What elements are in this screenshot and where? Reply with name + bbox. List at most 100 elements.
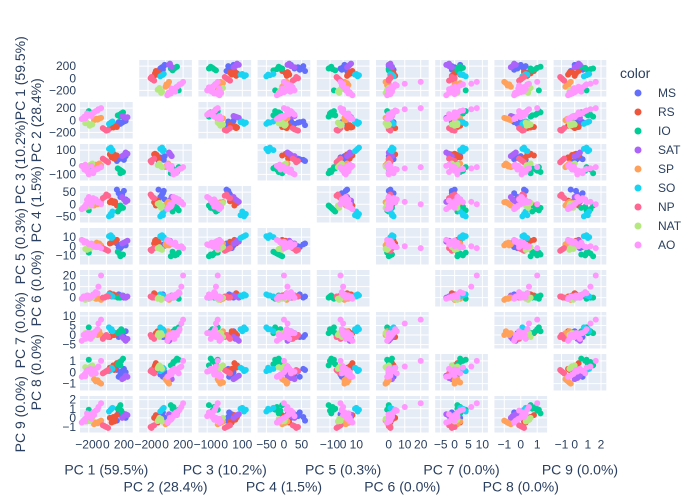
point-AO [385,373,392,380]
legend-item-ms[interactable]: MS [634,86,677,100]
legend[interactable]: color MS RS IO SAT SP SO NP NAT AO [620,65,682,252]
y-tick-label: 0 [69,197,76,211]
point-NAT [337,418,344,425]
point-IO [117,253,124,260]
point-NP [221,424,228,431]
point-SP [505,239,512,246]
point-NP [387,424,394,431]
point-SAT [119,414,126,421]
y-tick-label: −5 [62,338,76,352]
legend-item-so[interactable]: SO [634,181,676,195]
point-AO [454,367,461,374]
point-AO [468,283,475,290]
point-AO [84,367,91,374]
point-IO [332,67,339,74]
point-SO [519,145,526,152]
point-SO [524,235,531,242]
point-RS [279,152,286,159]
point-AO [388,168,395,175]
cell-5-3 [198,228,252,265]
point-AO [208,410,215,417]
point-AO [417,201,424,208]
point-AO [459,244,466,251]
point-AO [338,406,345,413]
legend-item-sat[interactable]: SAT [634,143,682,157]
point-AO [417,78,424,85]
point-MS [338,66,345,73]
point-IO [279,253,286,260]
point-NAT [154,200,161,207]
x-tick-label: 10 [476,438,490,452]
point-IO [212,67,219,74]
point-NAT [451,122,458,129]
legend-item-nat[interactable]: NAT [634,219,682,233]
point-SO [352,405,359,412]
point-NP [448,192,455,199]
cell-7-2 [139,312,192,349]
point-AO [566,161,573,168]
point-AO [393,370,400,377]
point-AO [180,357,187,364]
point-IO [325,330,332,337]
cell-2-3 [198,102,252,139]
legend-label: NAT [658,219,682,233]
point-IO [578,204,585,211]
point-AO [214,316,221,323]
point-AO [95,283,102,290]
point-SO [108,212,115,219]
point-AO [337,316,344,323]
point-NP [293,159,300,166]
point-NAT [158,204,165,211]
point-AO [345,330,352,337]
point-SAT [348,60,355,67]
point-AO [385,161,392,168]
point-NP [448,424,455,431]
legend-marker [634,146,642,154]
cell-5-9 [553,228,607,265]
point-NP [105,126,112,133]
point-AO [583,244,590,251]
cell-5-8 [494,228,548,265]
point-AO [208,367,215,374]
point-SO [524,212,531,219]
legend-item-io[interactable]: IO [634,124,671,138]
point-AO [287,410,294,417]
point-NP [293,126,300,133]
point-IO [272,356,279,363]
point-IO [173,63,180,70]
point-IO [205,253,212,260]
point-NAT [86,122,93,129]
point-AO [454,168,461,175]
y-tick-label: 10 [63,230,77,244]
cell-1-9 [553,60,607,99]
point-NP [99,422,106,429]
point-AO [578,330,585,337]
cell-5-2 [139,228,192,265]
point-AO [473,78,480,85]
legend-marker [634,222,642,230]
y-tick-label: 50 [63,185,77,199]
point-MS [521,186,528,193]
point-NP [99,155,106,162]
legend-item-sp[interactable]: SP [634,162,675,176]
point-AO [401,106,408,113]
point-AO [578,88,585,95]
point-AO [276,115,283,122]
legend-item-ao[interactable]: AO [634,238,676,252]
point-AO [566,373,573,380]
point-RS [155,238,162,245]
point-NP [293,74,300,81]
point-SO [352,326,359,333]
point-SAT [119,193,126,200]
point-NP [448,74,455,81]
point-SAT [119,333,126,340]
legend-item-rs[interactable]: RS [634,105,675,119]
point-SO [237,71,244,78]
point-SAT [286,60,293,67]
point-IO [527,253,534,260]
point-AO [214,272,221,279]
legend-item-np[interactable]: NP [634,200,675,214]
point-RS [349,360,356,367]
cell-3-4 [257,144,311,181]
